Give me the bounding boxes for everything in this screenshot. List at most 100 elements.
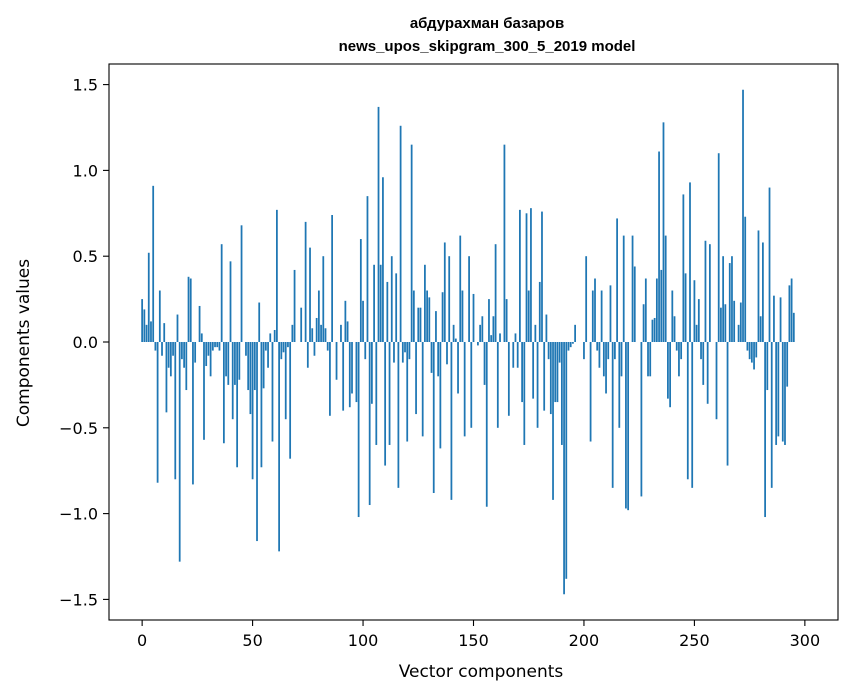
bar xyxy=(344,300,347,342)
bar xyxy=(390,256,393,342)
bar xyxy=(483,342,486,385)
bar xyxy=(722,256,725,342)
bar xyxy=(686,342,689,480)
bar xyxy=(311,328,314,342)
bar xyxy=(658,151,660,342)
bar xyxy=(618,342,621,428)
bar xyxy=(331,215,333,342)
bar xyxy=(348,342,351,408)
bar xyxy=(264,342,267,351)
bar xyxy=(585,256,588,342)
bar xyxy=(437,342,440,377)
y-tick-label: 0.0 xyxy=(73,333,98,352)
bar xyxy=(516,342,519,368)
bar xyxy=(346,321,349,342)
bar xyxy=(181,342,183,360)
bar xyxy=(435,311,437,342)
bar xyxy=(238,342,241,380)
bar xyxy=(642,304,645,342)
bar xyxy=(386,281,389,342)
bar xyxy=(359,239,362,342)
bar xyxy=(368,342,371,506)
bar xyxy=(770,342,773,488)
bar xyxy=(158,290,161,342)
bar xyxy=(245,342,247,356)
bar xyxy=(647,342,649,377)
bar xyxy=(558,342,561,363)
chart-title: абдурахман базаров xyxy=(410,15,564,32)
bar xyxy=(766,342,769,391)
bar xyxy=(733,300,736,342)
x-tick-label: 250 xyxy=(679,631,710,650)
bar xyxy=(393,342,395,363)
y-axis-label: Components values xyxy=(14,259,34,427)
bar xyxy=(256,342,258,542)
bar xyxy=(269,333,272,342)
bar xyxy=(306,342,309,368)
bar xyxy=(379,264,382,342)
bar xyxy=(744,216,747,342)
bar xyxy=(700,342,702,360)
bar xyxy=(644,278,647,342)
bar xyxy=(185,342,188,391)
bars-group xyxy=(141,89,795,595)
bar xyxy=(625,342,627,509)
bar xyxy=(633,266,636,342)
x-tick-label: 300 xyxy=(790,631,821,650)
bar xyxy=(549,342,552,415)
bar xyxy=(231,342,234,420)
bar xyxy=(209,342,212,377)
bar xyxy=(419,307,422,342)
bar xyxy=(512,342,515,368)
bar xyxy=(468,256,470,342)
bar xyxy=(525,213,528,342)
bar xyxy=(726,342,729,466)
bar xyxy=(324,328,327,342)
bar xyxy=(174,342,177,480)
bar xyxy=(616,218,618,342)
bar xyxy=(600,290,603,342)
bar xyxy=(229,261,232,342)
bar xyxy=(614,342,616,360)
bar xyxy=(313,342,316,356)
bar xyxy=(452,324,455,342)
bar xyxy=(408,342,411,360)
bar xyxy=(326,342,329,351)
bar xyxy=(406,342,409,442)
bar xyxy=(660,269,663,342)
bar xyxy=(541,211,543,342)
bar xyxy=(222,342,225,444)
bar xyxy=(143,309,146,342)
bar xyxy=(395,273,398,342)
bar xyxy=(499,333,501,342)
bar xyxy=(664,235,667,342)
bar xyxy=(631,235,634,342)
bar xyxy=(163,323,166,342)
bar xyxy=(572,342,574,344)
bar xyxy=(364,342,367,360)
bar xyxy=(373,264,375,342)
bar xyxy=(492,316,495,342)
bar xyxy=(768,187,771,342)
bar xyxy=(757,230,760,342)
bar xyxy=(282,342,285,353)
bar xyxy=(748,342,751,360)
bar xyxy=(675,342,678,351)
bar xyxy=(552,342,554,500)
bar xyxy=(640,342,643,497)
bar xyxy=(200,333,203,342)
bar xyxy=(362,300,364,342)
bar xyxy=(750,342,753,363)
bar xyxy=(622,235,625,342)
bar xyxy=(278,342,280,552)
bar xyxy=(421,342,424,437)
y-tick-label: 1.0 xyxy=(73,161,98,180)
bar xyxy=(790,278,793,342)
bar xyxy=(490,335,493,342)
bar xyxy=(693,280,696,342)
bar xyxy=(234,342,236,385)
bar xyxy=(589,342,592,442)
bar xyxy=(519,209,521,342)
bar xyxy=(375,342,378,445)
bar xyxy=(505,299,508,342)
